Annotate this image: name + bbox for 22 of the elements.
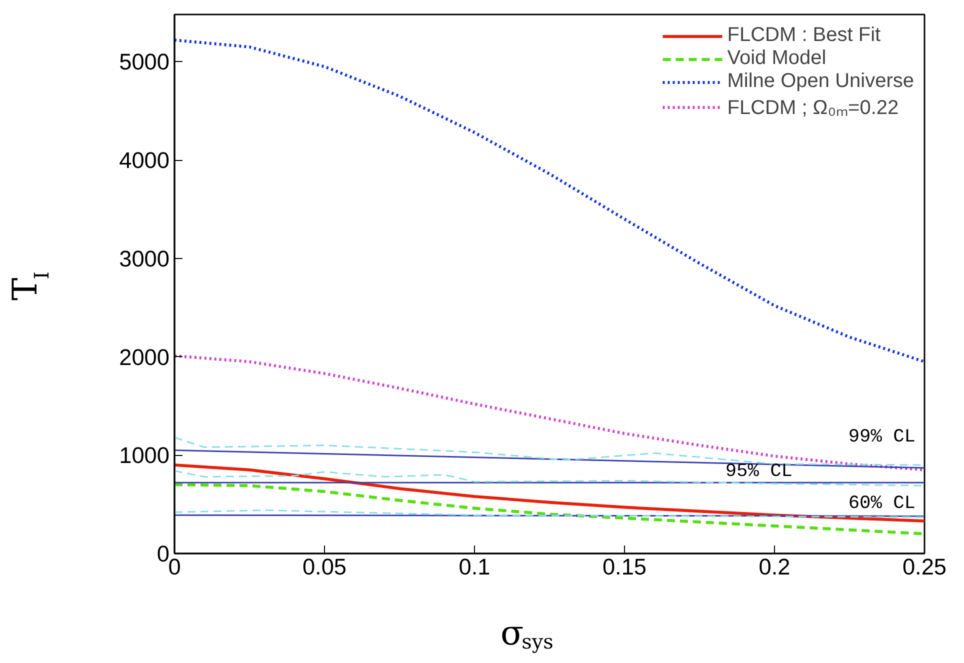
y-tick-label: 2000: [119, 344, 170, 370]
line-series: [174, 463, 924, 523]
legend-label: Milne Open Universe: [727, 70, 914, 93]
line-series: [174, 483, 924, 536]
legend-label: FLCDM : Best Fit: [727, 24, 881, 47]
x-tick-label: 0.2: [758, 554, 790, 580]
annotation: 99% CL: [848, 425, 916, 448]
y-tick-label: 5000: [119, 48, 170, 75]
x-tick-label: 0.05: [302, 554, 347, 580]
x-axis-title: σsys: [500, 614, 554, 654]
legend-label: FLCDM ; Ω₀ₘ=0.22: [727, 96, 899, 120]
annotation: 95% CL: [725, 460, 793, 482]
x-tick-label: 0.15: [602, 554, 647, 580]
legend-label: Void Model: [727, 47, 826, 70]
annotation: 60% CL: [848, 492, 916, 514]
line-series: [174, 509, 924, 518]
x-tick-label: 0.1: [458, 554, 490, 580]
y-axis-title: TI: [6, 272, 54, 300]
y-tick-label: 4000: [119, 147, 170, 174]
x-tick-label: 0.25: [902, 554, 947, 580]
y-tick-label: 3000: [119, 245, 170, 272]
y-tick-label: 1000: [119, 442, 170, 468]
